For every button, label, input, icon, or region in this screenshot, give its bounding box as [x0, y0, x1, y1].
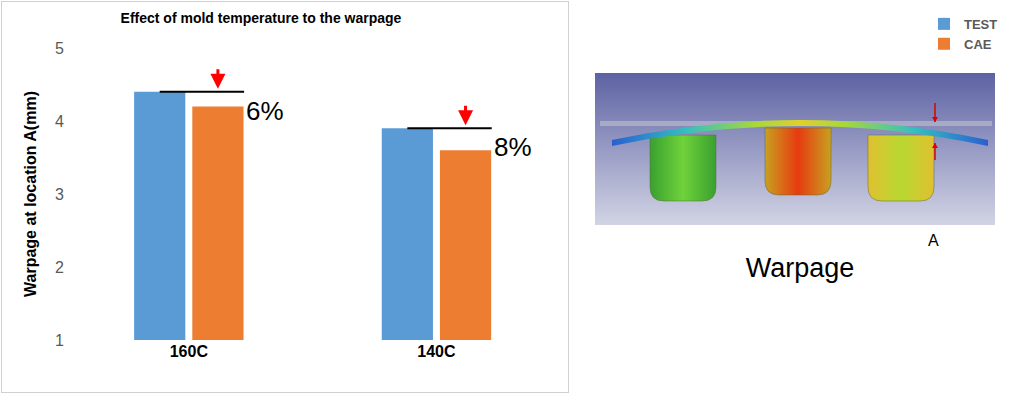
svg-text:CAE: CAE [964, 37, 992, 52]
svg-text:Warpage at location A(mm): Warpage at location A(mm) [22, 91, 39, 297]
svg-text:TEST: TEST [964, 17, 997, 32]
svg-text:6%: 6% [246, 96, 284, 126]
svg-text:A: A [928, 232, 939, 249]
svg-text:8%: 8% [494, 132, 532, 162]
svg-text:Warpage: Warpage [746, 253, 855, 283]
svg-text:3: 3 [55, 186, 64, 203]
svg-text:4: 4 [55, 113, 64, 130]
svg-text:140C: 140C [417, 343, 456, 360]
svg-text:Effect of mold temperature to: Effect of mold temperature to the warpag… [121, 10, 402, 26]
svg-text:2: 2 [55, 259, 64, 276]
svg-text:5: 5 [55, 40, 64, 57]
svg-text:1: 1 [55, 332, 64, 349]
svg-text:160C: 160C [170, 343, 209, 360]
